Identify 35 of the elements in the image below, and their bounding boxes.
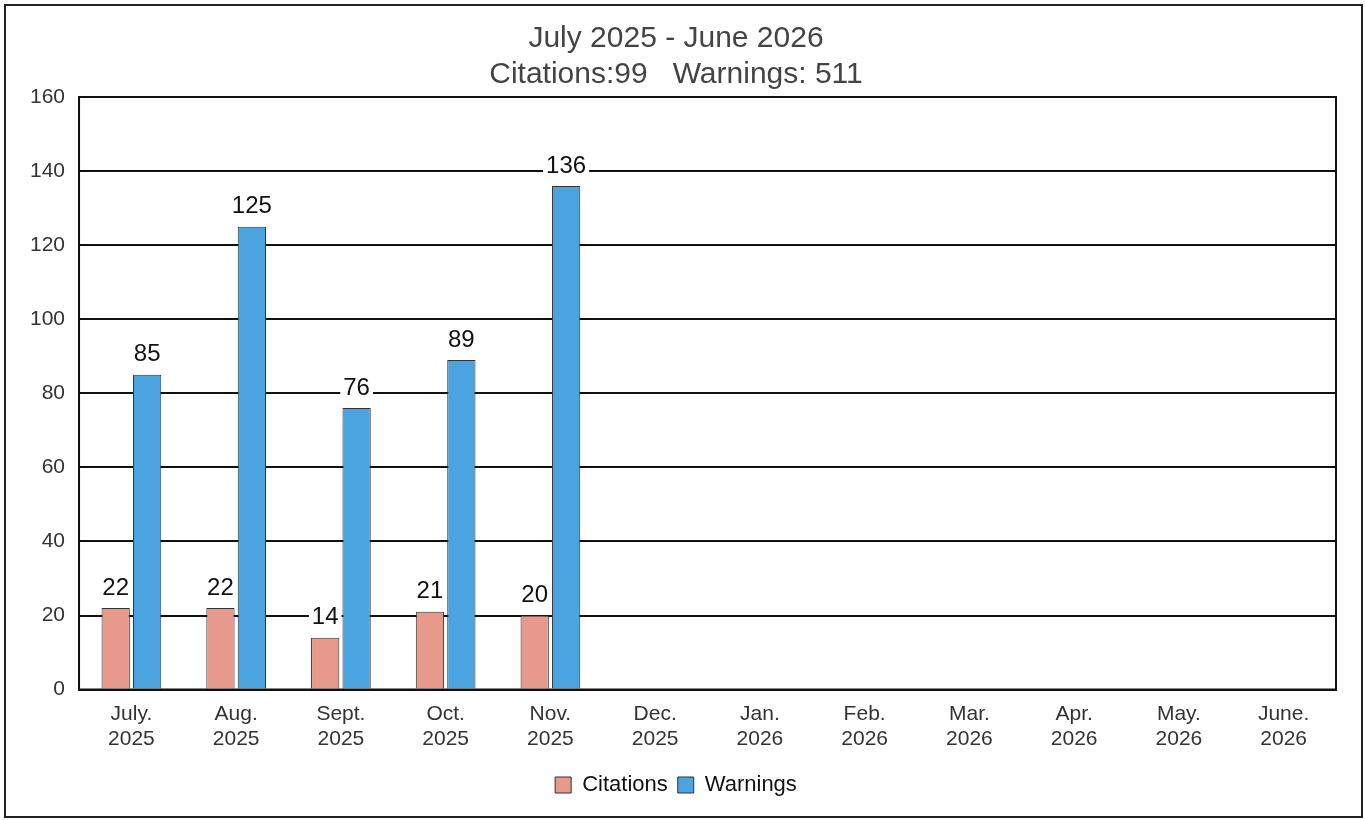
data-label: 89 <box>448 324 475 352</box>
data-label: 22 <box>207 572 234 600</box>
x-tick-label: Oct. 2025 <box>422 701 470 750</box>
x-tick-label: Sept. 2025 <box>316 701 366 750</box>
legend-label: Warnings <box>704 771 797 797</box>
x-tick-label: Nov. 2025 <box>527 701 574 750</box>
data-label: 21 <box>416 576 444 604</box>
y-tick-label: 80 <box>41 380 66 404</box>
x-tick-label: May. 2026 <box>1155 701 1203 750</box>
y-tick-label: 40 <box>41 528 66 552</box>
x-tick-label: Apr. 2026 <box>1050 701 1098 750</box>
y-tick-label: 140 <box>29 157 66 181</box>
legend-label: Citations <box>582 771 668 797</box>
data-label: 22 <box>102 572 130 600</box>
y-tick-label: 120 <box>29 231 66 255</box>
x-tick-label: June. 2026 <box>1257 701 1310 750</box>
y-tick-label: 60 <box>41 454 66 478</box>
x-tick-label: July. 2025 <box>108 701 155 750</box>
data-label: 76 <box>343 372 370 400</box>
y-tick-label: 20 <box>41 602 66 626</box>
chart-subtitle: Citations:99 Warnings: 511 <box>489 56 863 90</box>
x-tick-label: Aug. 2025 <box>212 701 260 750</box>
x-tick-label: Dec. 2025 <box>631 701 679 750</box>
data-label: 20 <box>521 580 549 608</box>
data-label: 125 <box>231 191 272 219</box>
data-label: 85 <box>133 339 161 367</box>
data-label: 136 <box>546 150 587 178</box>
x-tick-label: Jan. 2026 <box>736 701 784 750</box>
x-tick-label: Feb. 2026 <box>841 701 888 750</box>
chart-title: July 2025 - June 2026 <box>528 20 824 54</box>
x-tick-label: Mar. 2026 <box>946 701 993 750</box>
y-tick-label: 160 <box>29 83 66 107</box>
data-label: 14 <box>311 602 339 630</box>
y-tick-label: 100 <box>29 306 66 330</box>
y-tick-label: 0 <box>53 676 66 700</box>
